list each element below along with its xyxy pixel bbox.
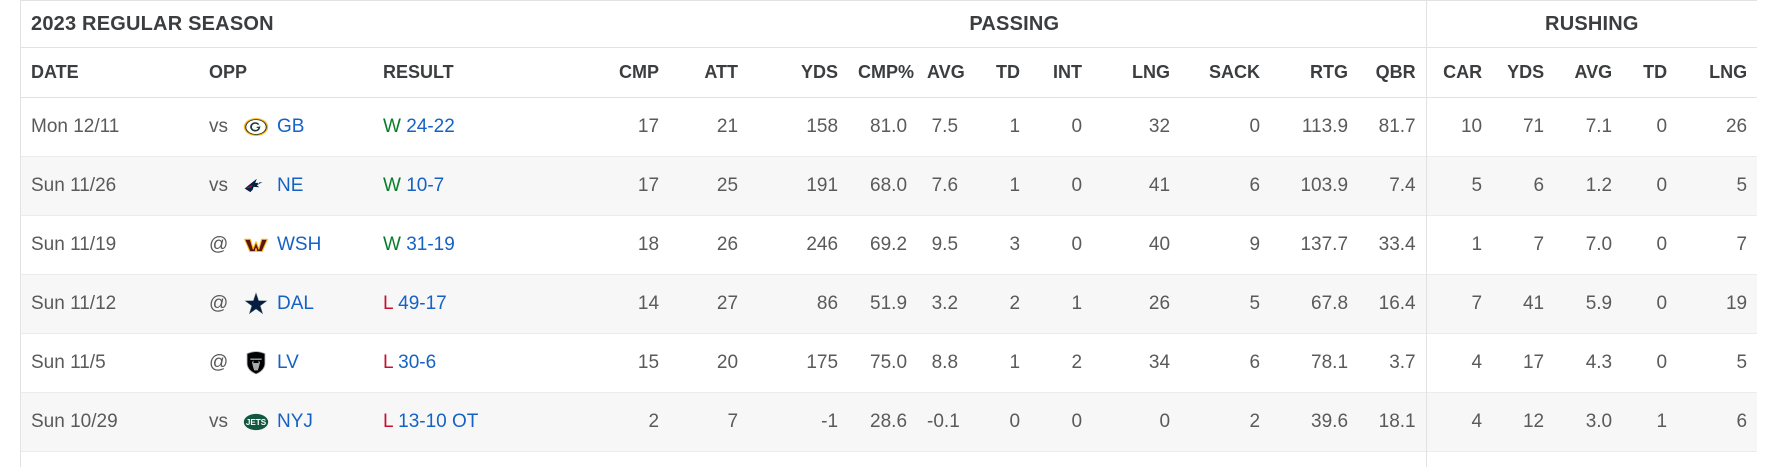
svg-text:JETS: JETS: [246, 418, 267, 427]
